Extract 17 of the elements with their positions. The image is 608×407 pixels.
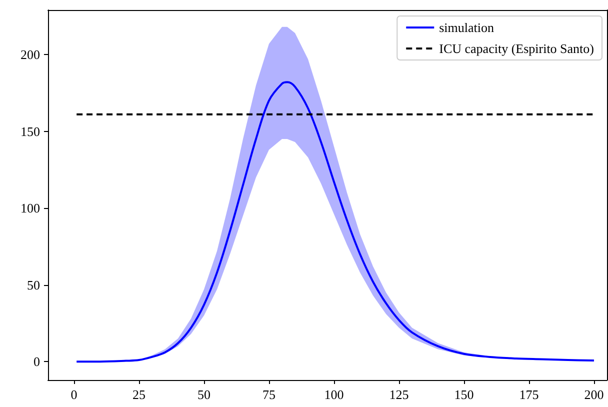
x-tick-label: 75 bbox=[262, 387, 276, 402]
x-tick-label: 0 bbox=[70, 387, 78, 402]
y-tick-label: 200 bbox=[20, 47, 40, 62]
x-tick-label: 200 bbox=[584, 387, 604, 402]
x-tick-label: 175 bbox=[519, 387, 539, 402]
legend-label: simulation bbox=[439, 20, 495, 35]
y-tick-label: 100 bbox=[20, 200, 40, 216]
y-tick-label: 150 bbox=[20, 124, 40, 139]
line-series bbox=[76, 81, 595, 363]
y-tick-label: 50 bbox=[27, 277, 40, 292]
legend-label: ICU capacity (Espirito Santo) bbox=[439, 41, 594, 56]
y-tick-label: 0 bbox=[34, 354, 40, 370]
x-tick-label: 150 bbox=[454, 387, 474, 402]
x-tick-label: 100 bbox=[324, 387, 344, 402]
x-tick-label: 50 bbox=[198, 387, 210, 402]
x-tick-label: 125 bbox=[389, 387, 409, 402]
x-tick-label: 25 bbox=[132, 387, 146, 402]
